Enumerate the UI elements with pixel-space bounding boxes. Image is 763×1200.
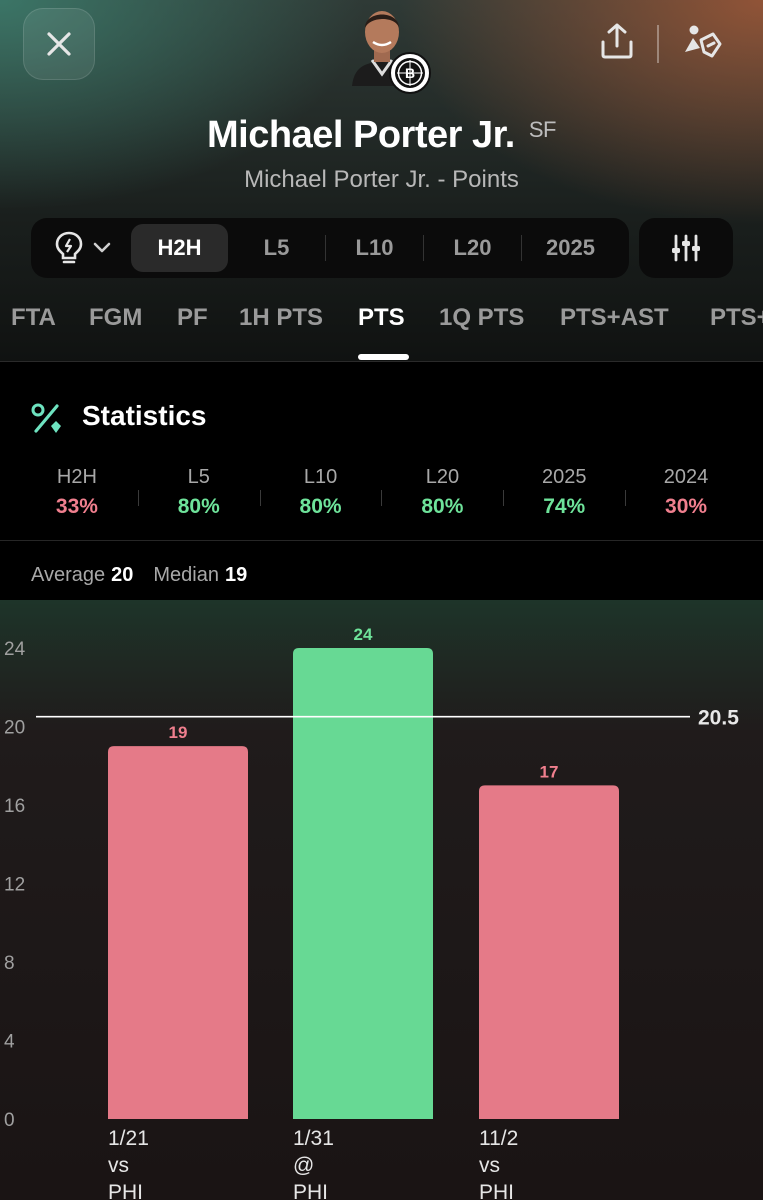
tools-button[interactable]	[681, 22, 723, 65]
bar	[293, 648, 433, 1119]
y-tick-label: 0	[4, 1110, 15, 1131]
split-label: 2025	[541, 466, 587, 488]
split-l10: L10 80%	[259, 466, 382, 526]
active-tab-indicator	[358, 354, 409, 360]
split-value: 80%	[421, 495, 464, 518]
x-category-label: 1/31	[293, 1127, 334, 1150]
stat-tabs: FTA FGM PF 1H PTS PTS 1Q PTS PTS+AST PTS…	[0, 300, 763, 362]
sliders-icon	[672, 234, 700, 262]
bar-value-label: 17	[540, 762, 559, 781]
bar	[108, 746, 248, 1119]
split-2025: 2025 74%	[503, 466, 625, 526]
close-icon	[47, 32, 71, 56]
percent-icon	[31, 403, 61, 433]
median-label: Median	[153, 564, 219, 586]
market-subtitle: Michael Porter Jr. - Points	[244, 166, 519, 193]
lightbulb-icon	[55, 231, 83, 264]
svg-text:B: B	[405, 65, 415, 81]
split-value: 80%	[177, 495, 220, 518]
split-label: 2024	[663, 466, 709, 488]
split-label: L5	[187, 466, 210, 488]
average-label: Average	[31, 564, 106, 586]
tab-pts-ast[interactable]: PTS+AST	[560, 304, 669, 331]
bar	[479, 785, 619, 1119]
segment-divider	[521, 235, 522, 261]
page-title: Michael Porter Jr. SF	[0, 114, 763, 157]
range-selector: H2H L5 L10 L20 2025	[31, 218, 629, 278]
y-tick-label: 24	[4, 639, 26, 660]
split-value: 30%	[665, 495, 708, 518]
player-name: Michael Porter Jr.	[207, 114, 515, 156]
y-tick-label: 4	[4, 1032, 15, 1053]
split-value: 33%	[55, 495, 98, 518]
y-tick-label: 20	[4, 718, 25, 739]
tab-pts[interactable]: PTS	[358, 304, 405, 331]
split-value: 74%	[543, 495, 586, 518]
x-category-label: PHI	[479, 1181, 514, 1200]
tab-pf[interactable]: PF	[177, 304, 208, 331]
line-value-label: 20.5	[698, 707, 739, 730]
tab-pts-more[interactable]: PTS+	[710, 304, 763, 331]
segment-l10[interactable]: L10	[355, 235, 394, 260]
segment-h2h[interactable]: H2H	[131, 224, 228, 272]
average-value: 20	[111, 564, 134, 586]
split-2024: 2024 30%	[625, 466, 747, 526]
share-button[interactable]	[599, 22, 635, 65]
tools-icon	[685, 25, 722, 58]
share-icon	[601, 23, 633, 59]
segment-2025[interactable]: 2025	[546, 235, 595, 260]
section-title: Statistics	[82, 400, 207, 431]
y-tick-label: 12	[4, 875, 25, 896]
x-category-label: @	[293, 1154, 314, 1177]
close-button[interactable]	[23, 8, 95, 80]
median-value: 19	[225, 564, 248, 586]
segment-divider	[325, 235, 326, 261]
split-label: L10	[303, 466, 338, 488]
filter-button[interactable]	[639, 218, 733, 278]
segment-l5[interactable]: L5	[263, 235, 290, 260]
player-position: SF	[528, 117, 557, 142]
split-value: 80%	[299, 495, 342, 518]
x-category-label: vs	[479, 1154, 500, 1177]
x-category-label: 11/2	[479, 1127, 518, 1150]
x-category-label: PHI	[293, 1181, 328, 1200]
tab-1q-pts[interactable]: 1Q PTS	[439, 304, 525, 331]
insight-dropdown[interactable]	[35, 231, 131, 265]
points-bar-chart: 0 4 8 12 16 20 24 19 1/21 vs PHI 24 1/31 @ PHI 17 11/2 vs…	[4, 625, 739, 1200]
chevron-down-icon	[93, 242, 111, 253]
bar-value-label: 24	[354, 625, 373, 644]
x-category-label: vs	[108, 1154, 129, 1177]
segment-divider	[423, 235, 424, 261]
tab-fgm[interactable]: FGM	[89, 304, 143, 331]
split-l20: L20 80%	[381, 466, 503, 526]
y-tick-label: 16	[4, 796, 25, 817]
tab-1h-pts[interactable]: 1H PTS	[239, 304, 324, 331]
split-label: H2H	[56, 466, 97, 488]
section-divider	[0, 540, 763, 541]
x-category-label: PHI	[108, 1181, 143, 1200]
team-logo: B	[389, 52, 431, 94]
y-tick-label: 8	[4, 953, 15, 974]
bar-value-label: 19	[169, 723, 188, 742]
split-label: L20	[425, 466, 460, 488]
x-category-label: 1/21	[108, 1127, 149, 1150]
summary-row: Average 20 Median 19	[31, 564, 267, 587]
segment-l20[interactable]: L20	[453, 235, 492, 260]
hit-rate-splits: H2H 33% L5 80% L10 80% L20 80% 2025 74% …	[16, 466, 747, 526]
tab-fta[interactable]: FTA	[11, 304, 56, 331]
split-h2h: H2H 33%	[16, 466, 138, 526]
toolbar-divider	[657, 24, 659, 63]
split-l5: L5 80%	[137, 466, 260, 526]
